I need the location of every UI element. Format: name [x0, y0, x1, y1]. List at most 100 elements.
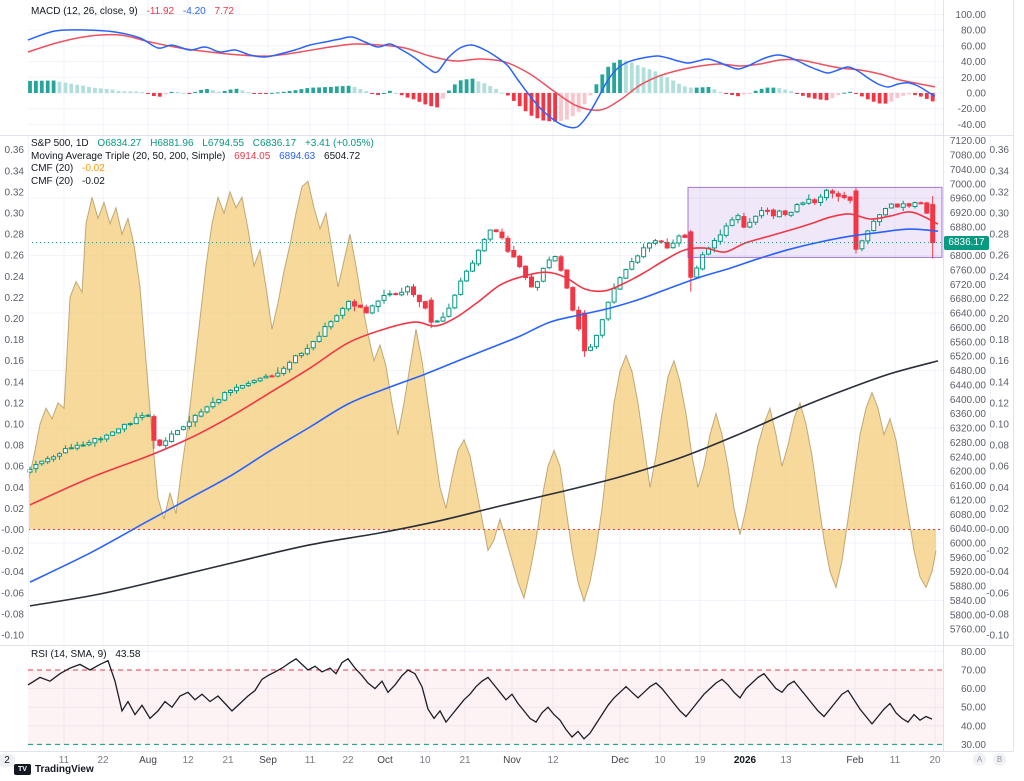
- scale-button-b[interactable]: B: [993, 753, 1006, 766]
- cmf-area-outline: [27, 180, 937, 603]
- cmf-axis-label: 0.06: [990, 462, 1010, 473]
- price-axis-label: 6640.00: [950, 309, 987, 320]
- last-price-badge[interactable]: 6836.17: [944, 236, 989, 250]
- cmf-left-axis-label: 0.22: [5, 293, 25, 304]
- scale-button-a[interactable]: A: [973, 753, 986, 766]
- time-axis-label: 11: [889, 755, 901, 766]
- cmf-left-axis-label: 0.18: [5, 335, 25, 346]
- cmf-left-axis-label: 0.16: [5, 356, 25, 367]
- price-axis-label: 6320.00: [950, 424, 987, 435]
- price-axis-label: 6720.00: [950, 280, 987, 291]
- cmf-axis-label: 0.10: [990, 420, 1010, 431]
- price-axis-label: 5960.00: [950, 553, 987, 564]
- price-axis-label: 5920.00: [950, 567, 987, 578]
- cmf-axis-label: 0.02: [990, 504, 1010, 515]
- cmf-axis-label: 0.18: [990, 335, 1010, 346]
- price-axis-label: 6880.00: [950, 222, 987, 233]
- cmf1-title[interactable]: CMF (20): [31, 163, 74, 174]
- time-axis-label: 22: [342, 755, 354, 766]
- cmf2-title[interactable]: CMF (20): [31, 175, 74, 187]
- price-axis-label: 6920.00: [950, 208, 987, 219]
- cmf-axis-label: 0.28: [990, 230, 1010, 241]
- time-axis-label: 2: [0, 754, 15, 767]
- macd-axis-label: 0.00: [967, 89, 987, 100]
- time-axis-label: Feb: [846, 755, 864, 766]
- price-axis-label: 6440.00: [950, 380, 987, 391]
- macd-signal-value: 7.72: [214, 6, 234, 17]
- ma-legend-row: Moving Average Triple (20, 50, 200, Simp…: [31, 151, 374, 164]
- macd-axis-label: -20.00: [958, 104, 987, 115]
- price-axis-label: 7000.00: [950, 179, 987, 190]
- rsi-title[interactable]: RSI (14, SMA, 9): [31, 649, 107, 660]
- cmf2-value: -0.02: [82, 175, 105, 187]
- macd-axis-label: -40.00: [958, 120, 987, 131]
- price-axis-label: 5760.00: [950, 625, 987, 636]
- rsi-axis-label: 70.00: [961, 666, 986, 677]
- time-axis-label: 12: [547, 755, 559, 766]
- candles: [27, 188, 936, 474]
- cmf-left-axis-label: 0.24: [5, 272, 25, 283]
- highlight-box-border[interactable]: [687, 186, 943, 258]
- time-axis-label: 19: [694, 755, 706, 766]
- cmf-left-axis-label: 0.30: [5, 209, 25, 220]
- price-axis-label: 6120.00: [950, 495, 987, 506]
- macd-axis-label: 40.00: [961, 57, 986, 68]
- cmf-left-axis-label: 0.12: [5, 398, 25, 409]
- cmf-axis-label: 0.14: [990, 377, 1010, 388]
- time-axis-label: Sep: [259, 755, 277, 766]
- cmf-axis-label: -0.04: [986, 567, 1009, 578]
- rsi-line: [27, 657, 933, 740]
- price-axis-label: 6000.00: [950, 539, 987, 550]
- cmf-axis-label: 0.34: [990, 166, 1010, 177]
- tradingview-logo-text: TradingView: [35, 764, 94, 775]
- price-axis-label: 6040.00: [950, 524, 987, 535]
- time-axis-label: 21: [222, 755, 234, 766]
- rsi-axis-label: 40.00: [961, 721, 986, 732]
- macd-line-value: -4.20: [182, 6, 206, 17]
- time-axis-label: 13: [780, 755, 792, 766]
- cmf-axis-label: -0.06: [986, 588, 1009, 599]
- time-axis[interactable]: 2 11 22 Aug 12 21 Sep 11 22 Oct 10 21 Nov 12 Dec 10 19 20…: [0, 752, 1024, 770]
- rsi-axis-label: 50.00: [961, 703, 986, 714]
- cmf-axis-label: 0.22: [990, 293, 1010, 304]
- time-axis-label: 10: [654, 755, 666, 766]
- cmf-left-axis-label: 0.04: [5, 483, 25, 494]
- price-axis-label: 5880.00: [950, 582, 987, 593]
- rsi-axis-label: 80.00: [961, 647, 986, 658]
- cmf2-legend-row: CMF (20) -0.02: [31, 176, 374, 189]
- symbol-title[interactable]: S&P 500, 1D: [31, 138, 89, 149]
- tradingview-logo[interactable]: TV TradingView: [14, 764, 94, 775]
- macd-axis-label: 20.00: [961, 73, 986, 84]
- cmf-left-axis-label: 0.08: [5, 441, 25, 452]
- price-axis-label: 6160.00: [950, 481, 987, 492]
- symbol-legend-row: S&P 500, 1D O6834.27 H6881.96 L6794.55 C…: [31, 138, 374, 151]
- open-value: O6834.27: [97, 138, 142, 149]
- ma50-value: 6894.63: [279, 150, 316, 162]
- price-axis-label: 6080.00: [950, 510, 987, 521]
- main-panel: [27, 180, 943, 607]
- price-axis-label: 6480.00: [950, 366, 987, 377]
- cmf-left-axis-label: 0.02: [5, 504, 25, 515]
- price-axis-label: 7040.00: [950, 165, 987, 176]
- cmf-axis-label: -0.02: [986, 546, 1009, 557]
- cmf-left-axis-label: 0.06: [5, 462, 25, 473]
- time-axis-label: 20: [929, 755, 941, 766]
- macd-signal-line: [27, 33, 936, 111]
- time-axis-label: 12: [182, 755, 194, 766]
- time-axis-label: Dec: [611, 755, 629, 766]
- rsi-legend: RSI (14, SMA, 9) 43.58: [31, 649, 140, 660]
- cmf-axis-label: 0.16: [990, 356, 1010, 367]
- cmf-axis-label: 0.36: [990, 145, 1010, 156]
- rsi-value: 43.58: [115, 649, 141, 660]
- time-axis-label: 21: [459, 755, 471, 766]
- cmf-left-axis-label: 0.26: [5, 251, 25, 262]
- cmf-left-axis-label: -0.00: [1, 525, 24, 536]
- cmf-axis-label: 0.08: [990, 441, 1010, 452]
- price-axis-label: 5800.00: [950, 610, 987, 621]
- price-axis-label: 6360.00: [950, 409, 987, 420]
- price-axis-label: 6800.00: [950, 251, 987, 262]
- price-axis-label: 6600.00: [950, 323, 987, 334]
- macd-legend-title[interactable]: MACD (12, 26, close, 9): [31, 6, 138, 17]
- ma-title[interactable]: Moving Average Triple (20, 50, 200, Simp…: [31, 150, 226, 162]
